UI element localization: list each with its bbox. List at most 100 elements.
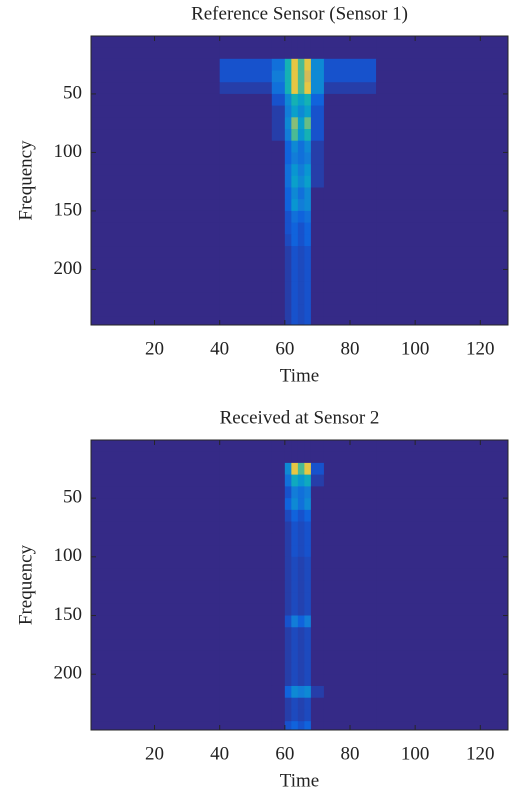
- heatmap-cell: [297, 105, 305, 118]
- heatmap-cell: [376, 627, 508, 640]
- chart-title: Received at Sensor 2: [220, 407, 380, 428]
- heatmap-cell: [91, 304, 220, 317]
- heatmap-cell: [284, 187, 292, 200]
- heatmap-cell: [91, 199, 220, 212]
- heatmap-cell: [271, 568, 286, 581]
- heatmap-cell: [291, 627, 299, 640]
- heatmap-cell: [91, 36, 220, 48]
- heatmap-cell: [376, 580, 508, 593]
- x-tick-label: 20: [145, 743, 164, 764]
- heatmap-cell: [219, 440, 273, 452]
- heatmap-cell: [91, 674, 220, 687]
- heatmap-cell: [297, 70, 305, 83]
- heatmap-cell: [304, 222, 312, 235]
- heatmap-cell: [376, 234, 508, 247]
- heatmap-cell: [219, 117, 273, 130]
- heatmap-cell: [91, 93, 220, 106]
- heatmap-cell: [297, 556, 305, 569]
- heatmap-cell: [284, 70, 292, 83]
- heatmap-cell: [91, 650, 220, 663]
- heatmap-cell: [304, 246, 312, 259]
- heatmap-cell: [284, 210, 292, 223]
- heatmap-cell: [323, 257, 377, 270]
- heatmap: [91, 36, 508, 325]
- heatmap-cell: [376, 709, 508, 722]
- heatmap-cell: [376, 615, 508, 628]
- heatmap-cell: [310, 36, 325, 48]
- heatmap-cell: [219, 36, 273, 48]
- heatmap-cell: [310, 533, 325, 546]
- heatmap-cell: [310, 662, 325, 675]
- heatmap-cell: [376, 257, 508, 270]
- heatmap-cell: [310, 451, 325, 464]
- heatmap-cell: [284, 246, 292, 259]
- heatmap-cell: [284, 451, 292, 464]
- heatmap-cell: [304, 105, 312, 118]
- heatmap-cell: [219, 533, 273, 546]
- heatmap-cell: [91, 234, 220, 247]
- heatmap-cell: [271, 164, 286, 177]
- heatmap-cell: [291, 533, 299, 546]
- heatmap-cell: [310, 246, 325, 259]
- heatmap-cell: [376, 440, 508, 452]
- x-tick-label: 80: [340, 743, 359, 764]
- heatmap-cell: [304, 509, 312, 522]
- heatmap-cell: [271, 650, 286, 663]
- axes-box: [90, 35, 509, 326]
- heatmap-cell: [284, 592, 292, 605]
- heatmap-cell: [376, 93, 508, 106]
- heatmap-cell: [310, 627, 325, 640]
- heatmap-cell: [91, 721, 220, 730]
- heatmap-cell: [323, 521, 377, 534]
- heatmap-cell: [376, 521, 508, 534]
- heatmap-cell: [304, 533, 312, 546]
- heatmap-cell: [310, 556, 325, 569]
- heatmap-cell: [271, 187, 286, 200]
- y-tick-label: 150: [54, 604, 83, 625]
- heatmap-cell: [291, 105, 299, 118]
- heatmap-cell: [310, 70, 325, 83]
- heatmap-cell: [304, 316, 312, 325]
- heatmap-cell: [310, 105, 325, 118]
- heatmap-cell: [271, 521, 286, 534]
- heatmap-cell: [297, 281, 305, 294]
- heatmap-cell: [91, 257, 220, 270]
- x-axis-label: Time: [280, 365, 319, 386]
- heatmap-cell: [91, 269, 220, 282]
- heatmap-cell: [376, 568, 508, 581]
- heatmap-cell: [271, 117, 286, 130]
- heatmap-cell: [284, 175, 292, 188]
- heatmap-cell: [91, 440, 220, 452]
- heatmap-cell: [219, 697, 273, 710]
- heatmap-cell: [297, 486, 305, 499]
- heatmap-cell: [219, 222, 273, 235]
- heatmap-cell: [297, 129, 305, 142]
- heatmap-cell: [323, 627, 377, 640]
- heatmap-cell: [271, 697, 286, 710]
- heatmap-cell: [219, 545, 273, 558]
- heatmap-cell: [271, 615, 286, 628]
- heatmap-cell: [219, 281, 273, 294]
- heatmap-cell: [376, 316, 508, 325]
- heatmap-cell: [219, 721, 273, 730]
- heatmap-cell: [219, 639, 273, 652]
- heatmap-cell: [323, 509, 377, 522]
- heatmap-cell: [284, 662, 292, 675]
- heatmap-cell: [284, 440, 292, 452]
- heatmap-cell: [297, 451, 305, 464]
- heatmap-cell: [376, 117, 508, 130]
- heatmap-cell: [297, 627, 305, 640]
- heatmap-cell: [297, 639, 305, 652]
- heatmap-cell: [304, 639, 312, 652]
- heatmap-cell: [91, 685, 220, 699]
- heatmap-cell: [291, 70, 299, 83]
- heatmap-cell: [271, 257, 286, 270]
- heatmap-cell: [291, 556, 299, 569]
- heatmap-cell: [271, 316, 286, 325]
- heatmap-cell: [271, 140, 286, 153]
- heatmap-cell: [376, 281, 508, 294]
- heatmap-cell: [284, 292, 292, 305]
- heatmap-cell: [323, 152, 377, 165]
- heatmap-cell: [323, 164, 377, 177]
